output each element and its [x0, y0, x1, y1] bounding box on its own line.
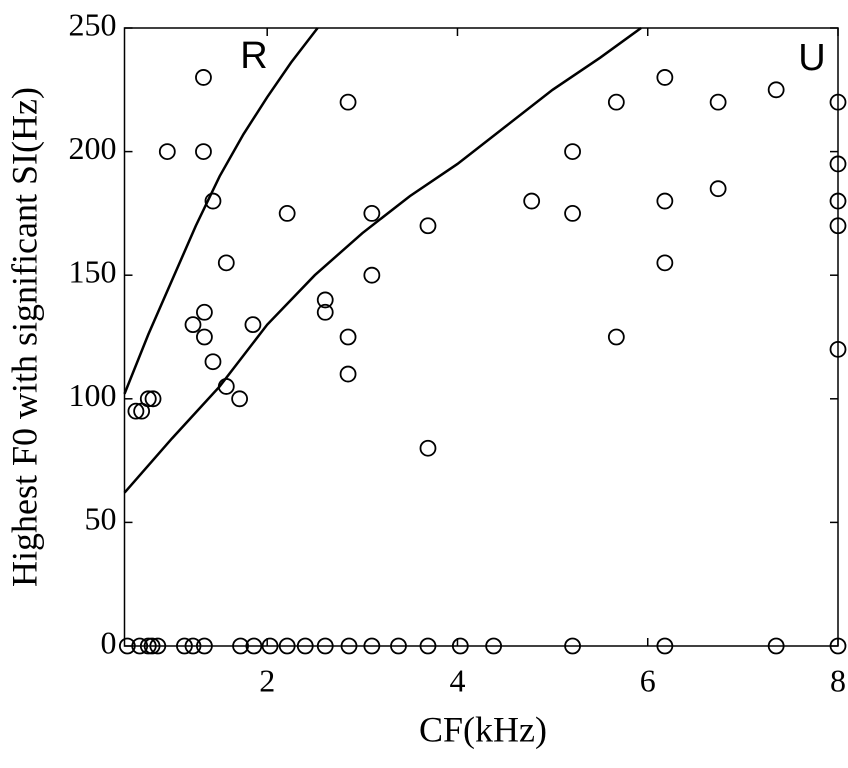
- data-point: [261, 637, 279, 655]
- data-point: [419, 217, 437, 235]
- data-point: [316, 303, 334, 321]
- data-point: [419, 439, 437, 457]
- data-point: [363, 204, 381, 222]
- data-point: [607, 93, 625, 111]
- data-point: [390, 637, 407, 655]
- data-point: [656, 637, 674, 655]
- data-point: [204, 192, 222, 210]
- data-point: [176, 637, 193, 655]
- data-point: [184, 316, 202, 334]
- data-point: [118, 637, 136, 655]
- x-tick-label: 4: [449, 662, 465, 698]
- data-point: [709, 93, 727, 111]
- data-point: [564, 204, 581, 222]
- data-point: [196, 328, 213, 346]
- data-point: [829, 340, 847, 358]
- data-point: [829, 192, 847, 210]
- data-point: [709, 180, 727, 198]
- data-point: [195, 69, 212, 86]
- plot-frame: [123, 27, 839, 647]
- data-point: [131, 637, 149, 655]
- data-point: [451, 637, 469, 655]
- data-point: [829, 93, 847, 111]
- data-point: [143, 637, 161, 655]
- data-point: [523, 192, 541, 210]
- data-point: [204, 353, 222, 371]
- data-point: [217, 378, 235, 395]
- data-point: [316, 291, 334, 309]
- data-point: [232, 637, 249, 655]
- data-point: [363, 637, 381, 655]
- data-point: [485, 637, 503, 655]
- curve-label: R: [240, 35, 267, 77]
- data-point: [607, 328, 625, 346]
- data-point: [564, 637, 581, 655]
- x-tick-label: 8: [830, 662, 846, 698]
- y-tick-label: 200: [69, 130, 117, 166]
- data-point: [231, 390, 249, 408]
- y-tick-label: 150: [69, 254, 117, 290]
- y-tick-label: 100: [69, 377, 117, 413]
- data-point: [829, 637, 847, 655]
- x-tick-label: 2: [259, 662, 275, 698]
- data-point: [656, 192, 674, 210]
- data-point: [278, 204, 296, 222]
- data-point: [245, 637, 263, 655]
- y-tick-label: 0: [101, 624, 117, 660]
- curve: [123, 27, 319, 395]
- data-point: [144, 390, 162, 408]
- data-point: [829, 155, 847, 173]
- data-point: [139, 637, 157, 655]
- y-axis-label: Highest F0 with significant SI(Hz): [4, 87, 44, 587]
- data-point: [656, 69, 674, 86]
- curve-label: U: [798, 37, 825, 79]
- data-point: [196, 637, 213, 655]
- data-point: [829, 217, 847, 235]
- data-point: [339, 93, 357, 111]
- data-point: [363, 266, 381, 284]
- data-point: [278, 637, 296, 655]
- data-point: [195, 143, 212, 161]
- data-point: [316, 637, 334, 655]
- y-tick-label: 250: [69, 6, 117, 42]
- x-tick-label: 6: [640, 662, 656, 698]
- data-point: [149, 637, 167, 655]
- data-point: [196, 303, 213, 321]
- data-point: [296, 637, 314, 655]
- data-point: [419, 637, 437, 655]
- data-point: [339, 365, 357, 383]
- data-point: [564, 143, 581, 161]
- curve: [123, 26, 642, 494]
- data-point: [184, 637, 202, 655]
- data-point: [139, 390, 157, 408]
- data-point: [767, 81, 785, 99]
- data-point: [339, 328, 357, 346]
- data-point: [158, 143, 176, 161]
- x-axis-label: CF(kHz): [419, 709, 547, 749]
- data-point: [244, 316, 262, 334]
- data-point: [340, 637, 358, 655]
- y-tick-label: 50: [85, 501, 117, 537]
- data-point: [767, 637, 785, 655]
- data-point: [217, 254, 235, 272]
- data-point: [656, 254, 674, 272]
- data-point: [127, 402, 145, 420]
